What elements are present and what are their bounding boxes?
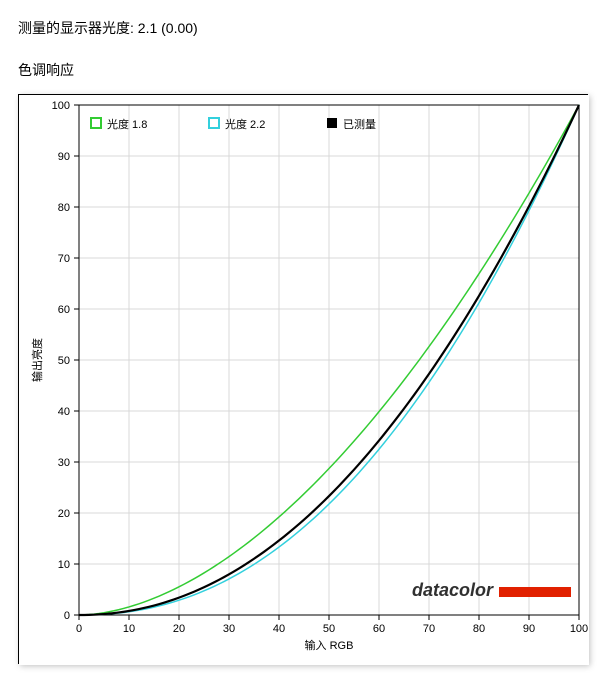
- chart-svg: 0 10 20 30 40 50 60 70 80 90 100 0 10 20 30 40 50 60 70 80 9…: [19, 95, 589, 665]
- x-tick-label: 100: [570, 623, 588, 635]
- y-tick-label: 90: [58, 151, 70, 163]
- y-tick-label: 60: [58, 304, 70, 316]
- brand-text: datacolor: [412, 580, 494, 600]
- y-tick-label: 0: [64, 610, 70, 622]
- y-tick-label: 10: [58, 559, 70, 571]
- x-tick-label: 30: [223, 623, 235, 635]
- x-tick-label: 0: [76, 623, 82, 635]
- legend-label: 光度 1.8: [107, 117, 147, 131]
- measured-gamma-value: 2.1 (0.00): [138, 20, 198, 36]
- x-tick-label: 60: [373, 623, 385, 635]
- y-tick-label: 40: [58, 406, 70, 418]
- y-axis-label: 输出亮度: [30, 338, 44, 382]
- brand-bar: [499, 587, 571, 597]
- x-tick-label: 70: [423, 623, 435, 635]
- x-tick-label: 50: [323, 623, 335, 635]
- y-tick-label: 50: [58, 355, 70, 367]
- measured-gamma-line: 测量的显示器光度: 2.1 (0.00): [18, 18, 595, 38]
- legend-label: 光度 2.2: [225, 117, 265, 131]
- y-tick-label: 20: [58, 508, 70, 520]
- measured-gamma-label: 测量的显示器光度:: [18, 20, 134, 36]
- tone-response-subtitle: 色调响应: [18, 60, 595, 80]
- x-tick-label: 90: [523, 623, 535, 635]
- x-tick-label: 40: [273, 623, 285, 635]
- legend-label: 已测量: [343, 118, 376, 131]
- legend-swatch: [327, 118, 337, 128]
- x-axis-label: 输入 RGB: [305, 638, 354, 652]
- y-tick-label: 100: [52, 100, 70, 112]
- x-tick-label: 80: [473, 623, 485, 635]
- y-tick-label: 30: [58, 457, 70, 469]
- x-tick-label: 20: [173, 623, 185, 635]
- y-tick-label: 80: [58, 202, 70, 214]
- y-tick-label: 70: [58, 253, 70, 265]
- tone-response-chart: 0 10 20 30 40 50 60 70 80 90 100 0 10 20 30 40 50 60 70 80 9…: [18, 94, 588, 664]
- x-tick-label: 10: [123, 623, 135, 635]
